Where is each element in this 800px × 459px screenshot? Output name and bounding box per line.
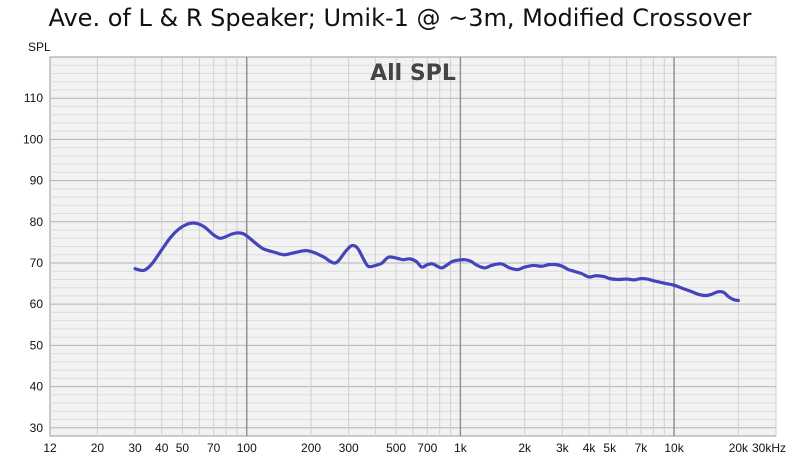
x-tick-label: 300 [339,441,359,455]
x-tick-label: 20 [91,441,105,455]
tick-labels: 30 40 50 60 70 80 90 100 110 12 20 30 40 50 70 100 200 30… [23,91,786,455]
x-tick-label: 200 [301,441,321,455]
x-tick-label: 20k [729,441,749,455]
y-tick-label: 110 [24,91,43,105]
y-tick-label: 50 [30,338,44,352]
x-tick-label: 3k [556,441,570,455]
x-tick-label: 5k [603,441,617,455]
x-tick-label: 70 [207,441,221,455]
x-tick-label: 4k [583,441,597,455]
x-tick-label: 10k [664,441,684,455]
y-tick-label: 30 [30,421,44,435]
x-tick-label: 12 [43,441,57,455]
panel-label: All SPL [370,61,456,86]
x-tick-label: 40 [155,441,169,455]
x-tick-label: 7k [635,441,649,455]
chart-title: Ave. of L & R Speaker; Umik-1 @ ~3m, Mod… [48,4,752,32]
y-tick-label: 80 [30,215,44,229]
y-axis-label: SPL [28,40,51,54]
y-tick-label: 90 [30,174,44,188]
x-tick-label: 30 [128,441,142,455]
grid [50,57,777,436]
y-tick-label: 100 [23,132,43,146]
x-tick-label: 700 [417,441,437,455]
x-tick-label: 2k [518,441,532,455]
x-tick-label: 100 [237,441,257,455]
y-tick-label: 70 [30,256,44,270]
x-tick-label: 30kHz [752,441,786,455]
x-tick-label: 50 [176,441,190,455]
spl-series-line [133,221,740,303]
x-tick-label: 500 [386,441,406,455]
y-tick-label: 60 [30,297,44,311]
y-tick-label: 40 [30,380,44,394]
x-tick-label: 1k [454,441,468,455]
